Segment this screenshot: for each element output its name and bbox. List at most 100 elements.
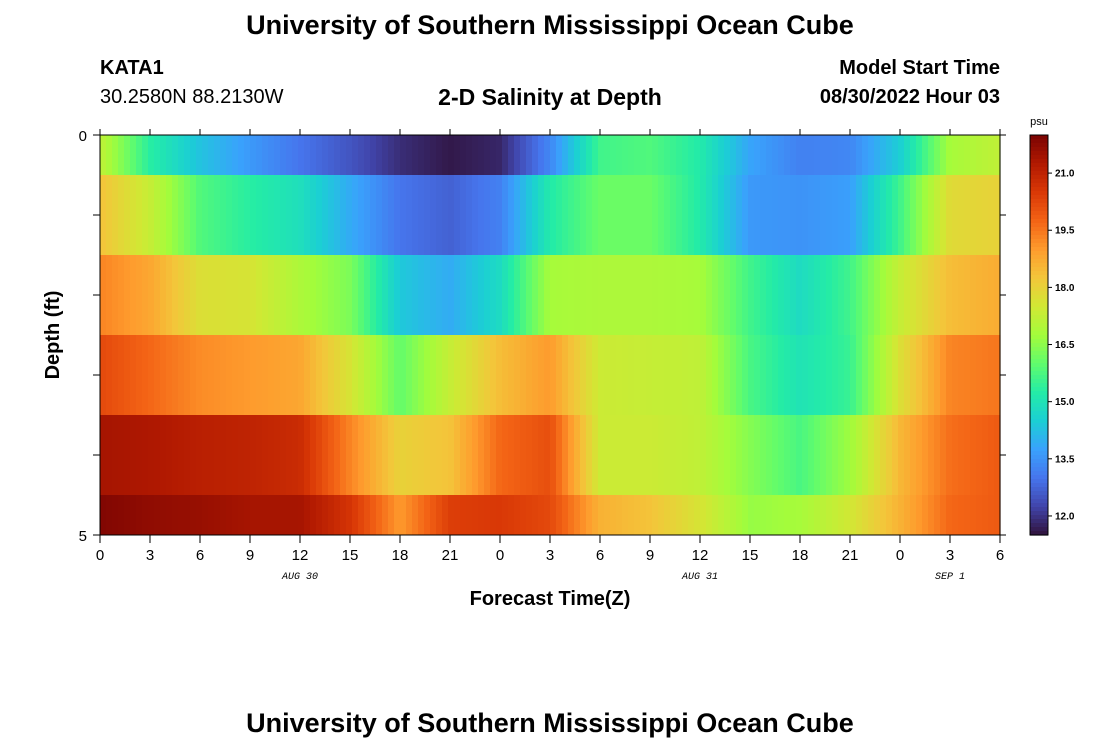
heatmap-cell-row4-col105	[730, 415, 737, 495]
heatmap-cell-row1-col90	[640, 175, 647, 255]
heatmap-cell-row0-col106	[736, 135, 743, 175]
heatmap-cell-row2-col54	[424, 255, 431, 335]
heatmap-cell-row4-col113	[778, 415, 785, 495]
heatmap-cell-row5-col9	[154, 495, 161, 535]
heatmap-cell-row1-col135	[910, 175, 917, 255]
colorbar-segment	[1030, 375, 1048, 380]
colorbar-segment	[1030, 195, 1048, 200]
heatmap-cell-row1-col134	[904, 175, 911, 255]
heatmap-cell-row3-col148	[988, 335, 995, 415]
heatmap-cell-row2-col130	[880, 255, 887, 335]
heatmap-cell-row5-col3	[118, 495, 125, 535]
heatmap-cell-row3-col131	[886, 335, 893, 415]
heatmap-cell-row0-col127	[862, 135, 869, 175]
heatmap-cell-row0-col135	[910, 135, 917, 175]
heatmap-cell-row1-col47	[382, 175, 389, 255]
heatmap-cell-row0-col75	[550, 135, 557, 175]
colorbar-segment	[1030, 247, 1048, 252]
heatmap-cell-row4-col95	[670, 415, 677, 495]
colorbar-segment	[1030, 235, 1048, 240]
heatmap-cell-row3-col15	[190, 335, 197, 415]
heatmap-cell-row0-col101	[706, 135, 713, 175]
heatmap-cell-row0-col115	[790, 135, 797, 175]
heatmap-cell-row0-col112	[772, 135, 779, 175]
heatmap-cell-row1-col34	[304, 175, 311, 255]
heatmap-cell-row1-col74	[544, 175, 551, 255]
heatmap-cell-row5-col126	[856, 495, 863, 535]
colorbar-segment	[1030, 479, 1048, 484]
heatmap-cell-row4-col88	[628, 415, 635, 495]
heatmap-cell-row2-col117	[802, 255, 809, 335]
heatmap-cell-row3-col9	[154, 335, 161, 415]
heatmap-cell-row4-col118	[808, 415, 815, 495]
heatmap-cell-row1-col87	[622, 175, 629, 255]
heatmap-cell-row1-col17	[202, 175, 209, 255]
heatmap-cell-row5-col41	[346, 495, 353, 535]
heatmap-cell-row0-col88	[628, 135, 635, 175]
heatmap-cell-row4-col70	[520, 415, 527, 495]
heatmap-cell-row3-col76	[556, 335, 563, 415]
heatmap-cell-row2-col24	[244, 255, 251, 335]
heatmap-cell-row3-col10	[160, 335, 167, 415]
heatmap-cell-row1-col130	[880, 175, 887, 255]
heatmap-cell-row4-col65	[490, 415, 497, 495]
heatmap-cell-row5-col20	[220, 495, 227, 535]
heatmap-cell-row1-col123	[838, 175, 845, 255]
heatmap-cell-row4-col14	[184, 415, 191, 495]
heatmap-cell-row2-col48	[388, 255, 395, 335]
colorbar-segment	[1030, 511, 1048, 516]
heatmap-cell-row5-col86	[616, 495, 623, 535]
heatmap-cell-row0-col33	[298, 135, 305, 175]
heatmap-cell-row5-col30	[280, 495, 287, 535]
heatmap-cell-row5-col132	[892, 495, 899, 535]
heatmap-cell-row5-col57	[442, 495, 449, 535]
colorbar-unit: psu	[1030, 116, 1048, 128]
heatmap-cell-row0-col60	[460, 135, 467, 175]
x-tick-label: 6	[996, 547, 1004, 564]
heatmap-cell-row0-col53	[418, 135, 425, 175]
heatmap-cell-row4-col62	[472, 415, 479, 495]
heatmap-cell-row2-col131	[886, 255, 893, 335]
heatmap-cell-row1-col65	[490, 175, 497, 255]
heatmap-cell-row1-col81	[586, 175, 593, 255]
heatmap-cell-row2-col32	[292, 255, 299, 335]
heatmap-cell-row0-col11	[166, 135, 173, 175]
heatmap-cell-row5-col50	[400, 495, 407, 535]
heatmap-cell-row1-col70	[520, 175, 527, 255]
heatmap-cell-row4-col60	[460, 415, 467, 495]
heatmap-cell-row3-col43	[358, 335, 365, 415]
heatmap-cell-row2-col62	[472, 255, 479, 335]
heatmap-cell-row3-col91	[646, 335, 653, 415]
heatmap-cell-row0-col80	[580, 135, 587, 175]
colorbar-segment	[1030, 475, 1048, 480]
heatmap-cell-row3-col87	[622, 335, 629, 415]
heatmap-cell-row0-col1	[106, 135, 113, 175]
heatmap-cell-row0-col139	[934, 135, 941, 175]
heatmap-cell-row2-col139	[934, 255, 941, 335]
heatmap-cell-row5-col89	[634, 495, 641, 535]
heatmap-cell-row2-col136	[916, 255, 923, 335]
heatmap-cell-row3-col135	[910, 335, 917, 415]
heatmap-cell-row5-col15	[190, 495, 197, 535]
heatmap-cell-row2-col7	[142, 255, 149, 335]
colorbar-segment	[1030, 331, 1048, 336]
heatmap-cell-row5-col42	[352, 495, 359, 535]
heatmap-cell-row5-col10	[160, 495, 167, 535]
heatmap-cell-row4-col147	[982, 415, 989, 495]
heatmap-cell-row4-col59	[454, 415, 461, 495]
heatmap-cell-row1-col106	[736, 175, 743, 255]
heatmap-cell-row1-col10	[160, 175, 167, 255]
heatmap-cell-row4-col116	[796, 415, 803, 495]
heatmap-cell-row0-col21	[226, 135, 233, 175]
heatmap-cell-row2-col11	[166, 255, 173, 335]
heatmap-cell-row3-col81	[586, 335, 593, 415]
heatmap-cell-row0-col31	[286, 135, 293, 175]
heatmap-cell-row2-col41	[346, 255, 353, 335]
heatmap-cell-row5-col124	[844, 495, 851, 535]
heatmap-cell-row1-col24	[244, 175, 251, 255]
heatmap-cell-row0-col97	[682, 135, 689, 175]
heatmap-cell-row5-col21	[226, 495, 233, 535]
heatmap-cell-row5-col1	[106, 495, 113, 535]
colorbar-segment	[1030, 427, 1048, 432]
heatmap-cell-row2-col111	[766, 255, 773, 335]
